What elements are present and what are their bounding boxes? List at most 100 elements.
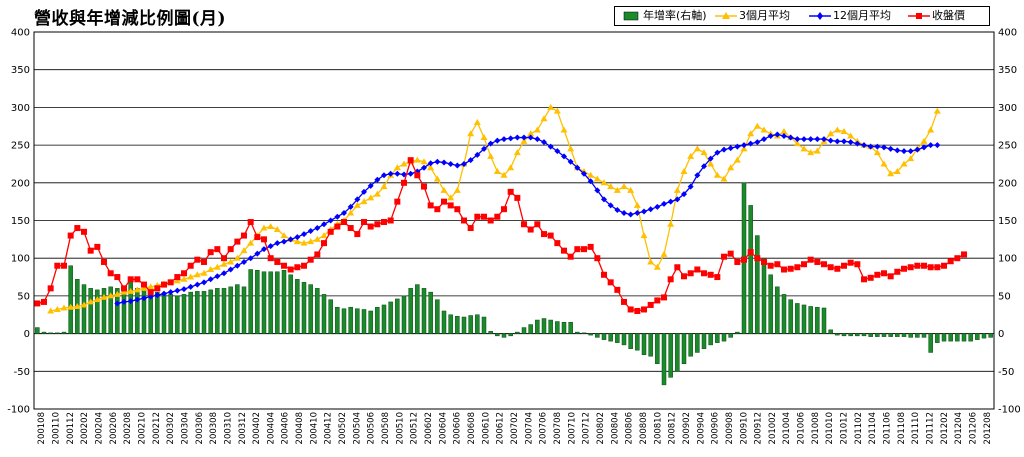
left-tick-label: -100 bbox=[7, 405, 30, 416]
yoy-bar bbox=[835, 333, 840, 336]
avg12-point bbox=[114, 300, 121, 307]
close-price-point bbox=[107, 270, 114, 277]
avg12-point bbox=[141, 295, 147, 302]
avg12-point bbox=[614, 206, 621, 213]
x-tick-label: 200506 bbox=[367, 412, 377, 444]
close-price-point bbox=[347, 225, 354, 232]
avg12-point bbox=[707, 155, 714, 162]
avg12-point bbox=[407, 170, 414, 177]
avg12-point bbox=[701, 163, 707, 170]
yoy-bar bbox=[961, 333, 967, 342]
close-price-point bbox=[894, 268, 901, 275]
yoy-bar bbox=[95, 289, 100, 334]
close-price-point bbox=[507, 188, 514, 195]
avg12-point bbox=[327, 217, 334, 224]
avg3-point bbox=[320, 232, 328, 239]
avg12-point bbox=[494, 137, 501, 144]
x-tick-label: 201010 bbox=[825, 412, 835, 444]
avg3-point bbox=[453, 186, 461, 193]
avg12-point bbox=[307, 228, 314, 235]
avg12-point bbox=[234, 262, 241, 269]
avg3-point bbox=[513, 149, 521, 156]
avg12-point bbox=[374, 176, 381, 183]
avg12-point bbox=[687, 183, 694, 190]
avg3-point bbox=[240, 247, 248, 254]
avg3-point bbox=[73, 302, 81, 309]
close-price-point bbox=[681, 273, 687, 280]
avg12-point bbox=[907, 148, 914, 155]
avg12-point bbox=[694, 172, 701, 179]
yoy-bar bbox=[675, 333, 680, 372]
avg3-point bbox=[260, 224, 268, 231]
yoy-bar bbox=[828, 329, 833, 334]
avg12-point bbox=[761, 136, 767, 143]
x-tick-label: 201208 bbox=[983, 412, 993, 444]
x-tick-label: 200312 bbox=[238, 412, 248, 444]
yoy-bar bbox=[488, 331, 493, 334]
avg12-point bbox=[754, 139, 761, 146]
avg3-point bbox=[713, 171, 721, 178]
close-price-point bbox=[241, 232, 247, 239]
yoy-bar bbox=[348, 306, 353, 334]
close-price-point bbox=[594, 255, 601, 262]
avg12-point bbox=[867, 143, 874, 150]
yoy-bar bbox=[968, 333, 973, 342]
x-tick-label: 201202 bbox=[940, 412, 950, 444]
yoy-bar bbox=[435, 299, 440, 334]
avg12-point bbox=[527, 134, 534, 141]
close-price-point bbox=[881, 270, 887, 277]
x-tick-label: 200208 bbox=[123, 412, 133, 444]
yoy-bar bbox=[35, 327, 40, 334]
avg3-point bbox=[740, 145, 748, 152]
yoy-bar bbox=[788, 299, 793, 334]
legend-swatch-12m bbox=[809, 12, 831, 20]
x-tick-label: 200712 bbox=[582, 412, 592, 444]
x-tick-label: 200202 bbox=[80, 412, 90, 444]
avg12-point bbox=[741, 142, 747, 149]
avg3-point bbox=[313, 235, 321, 242]
avg12-point bbox=[641, 208, 647, 215]
right-tick-label: -50 bbox=[998, 367, 1014, 378]
yoy-bar bbox=[861, 333, 867, 337]
left-tick-label: 150 bbox=[11, 216, 30, 227]
x-tick-label: 200204 bbox=[94, 412, 104, 444]
yoy-bar bbox=[228, 286, 233, 334]
avg3-point bbox=[800, 145, 808, 152]
close-price-point bbox=[521, 221, 527, 228]
right-tick-label: 0 bbox=[998, 329, 1004, 340]
left-tick-label: 100 bbox=[11, 254, 30, 265]
avg12-point bbox=[314, 225, 321, 232]
yoy-bar bbox=[761, 257, 767, 334]
avg3-point bbox=[367, 194, 375, 201]
avg12-point bbox=[321, 221, 327, 228]
avg3-point bbox=[433, 175, 441, 182]
avg12-point bbox=[514, 134, 521, 141]
yoy-bar bbox=[68, 265, 73, 334]
yoy-bar bbox=[595, 333, 600, 338]
yoy-bar bbox=[628, 333, 633, 349]
x-tick-label: 201012 bbox=[840, 412, 850, 444]
x-tick-label: 200108 bbox=[37, 412, 47, 444]
x-tick-label: 200808 bbox=[639, 412, 649, 444]
avg3-point bbox=[633, 201, 641, 208]
close-price-point bbox=[254, 234, 261, 241]
yoy-bar bbox=[41, 331, 47, 334]
x-tick-label: 200512 bbox=[410, 412, 420, 444]
avg12-point bbox=[434, 158, 441, 165]
close-price-point bbox=[934, 264, 941, 271]
x-tick-label: 200706 bbox=[539, 412, 549, 444]
x-tick-label: 200308 bbox=[209, 412, 219, 444]
avg3-point bbox=[720, 175, 728, 182]
yoy-bar bbox=[315, 288, 320, 334]
yoy-bar bbox=[88, 288, 93, 334]
legend-swatch-bar bbox=[623, 11, 639, 21]
x-tick-label: 200306 bbox=[195, 412, 205, 444]
close-price-point bbox=[221, 255, 227, 262]
avg12-point bbox=[581, 170, 587, 177]
avg3-point bbox=[440, 186, 448, 193]
yoy-bar bbox=[481, 316, 487, 334]
close-price-point bbox=[47, 285, 54, 292]
yoy-bar bbox=[695, 333, 700, 353]
avg12-point bbox=[214, 273, 221, 280]
avg3-point bbox=[727, 164, 735, 171]
